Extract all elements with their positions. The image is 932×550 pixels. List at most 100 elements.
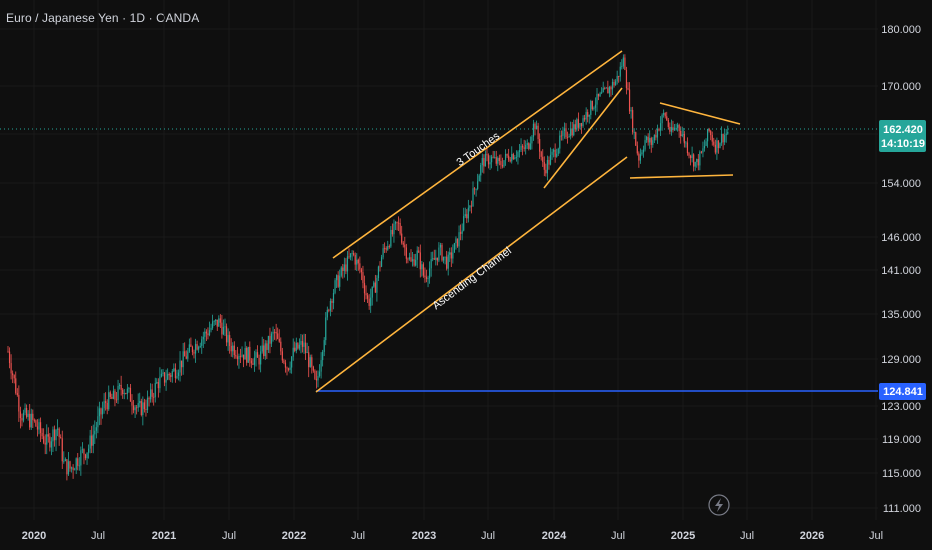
- grid-layer: [0, 0, 878, 520]
- candle: [452, 244, 454, 264]
- channel-lower-line[interactable]: [315, 156, 628, 393]
- candle: [441, 243, 443, 262]
- candle: [53, 425, 56, 447]
- candle: [447, 251, 449, 276]
- candle: [269, 327, 271, 354]
- candle: [472, 181, 474, 207]
- candle: [103, 393, 105, 414]
- candle: [216, 319, 218, 331]
- candle: [535, 120, 538, 130]
- candle: [399, 218, 401, 236]
- candle: [401, 225, 403, 245]
- candle: [263, 338, 265, 359]
- candle: [351, 250, 353, 261]
- candle: [8, 347, 11, 369]
- candle: [597, 93, 600, 101]
- candle: [710, 129, 712, 141]
- candle: [571, 121, 573, 138]
- y-tick-label: 141.000: [881, 265, 921, 277]
- candle: [346, 250, 349, 281]
- candle: [633, 128, 635, 140]
- candle: [74, 467, 76, 471]
- candle: [625, 66, 628, 95]
- candle: [142, 396, 144, 426]
- x-tick-label: Jul: [222, 530, 236, 542]
- candle: [367, 292, 369, 304]
- candle: [159, 367, 161, 393]
- candle: [233, 341, 235, 359]
- candle: [594, 97, 597, 116]
- candle: [708, 127, 710, 133]
- candle: [590, 99, 592, 120]
- candle: [556, 148, 558, 158]
- lightning-icon[interactable]: [708, 494, 730, 516]
- candle: [151, 383, 153, 403]
- candle: [43, 428, 45, 445]
- candle: [461, 223, 463, 241]
- y-tick-label: 115.000: [882, 468, 921, 480]
- candle: [132, 400, 135, 414]
- candle: [277, 327, 279, 340]
- candle: [463, 207, 465, 232]
- candle: [649, 130, 651, 149]
- candle: [353, 250, 355, 257]
- candle: [336, 274, 338, 289]
- candle: [621, 59, 623, 70]
- candle: [703, 139, 706, 152]
- candle: [601, 87, 603, 95]
- candle: [13, 374, 15, 384]
- candle: [283, 358, 285, 365]
- candle: [456, 238, 459, 248]
- candle: [298, 338, 300, 351]
- candle: [348, 248, 350, 259]
- candle: [343, 257, 345, 278]
- candle: [546, 155, 548, 181]
- triangle-bottom-line[interactable]: [629, 174, 734, 179]
- candle: [487, 153, 490, 169]
- candle: [174, 363, 176, 383]
- candle: [413, 253, 415, 267]
- candle: [562, 126, 564, 141]
- candle: [114, 388, 116, 407]
- time-axis[interactable]: 2020 Jul 2021 Jul 2022 Jul 2023 Jul 2024 Jul 2025 J…: [22, 530, 883, 542]
- candle: [686, 137, 689, 156]
- candle: [66, 459, 68, 481]
- inner-trendline[interactable]: [543, 87, 623, 189]
- chart-title: Euro / Japanese Yen · 1D · OANDA: [6, 11, 200, 25]
- candle: [294, 341, 296, 353]
- triangle-top-line[interactable]: [659, 102, 741, 125]
- candle: [605, 87, 607, 89]
- candle: [579, 123, 581, 130]
- channel-upper-line[interactable]: [332, 50, 623, 259]
- candle: [469, 204, 471, 212]
- candle: [522, 144, 524, 156]
- candle: [652, 137, 654, 148]
- candle: [424, 267, 426, 283]
- candle: [64, 457, 66, 462]
- candle: [325, 312, 327, 346]
- candle: [196, 340, 198, 351]
- candle: [610, 85, 612, 97]
- candle: [435, 249, 437, 266]
- candle: [120, 375, 122, 396]
- candle: [225, 323, 228, 347]
- candle: [484, 150, 486, 167]
- candle: [137, 393, 139, 412]
- candle: [694, 161, 696, 171]
- candle: [157, 378, 159, 398]
- candle: [308, 346, 310, 378]
- candle: [500, 154, 502, 169]
- candle: [244, 341, 246, 360]
- candle: [81, 442, 83, 454]
- candle: [385, 246, 387, 253]
- svg-text:124.841: 124.841: [883, 386, 923, 398]
- candle: [363, 275, 366, 303]
- candle: [622, 54, 624, 69]
- price-axis[interactable]: 180.000170.000162.000154.000146.000141.0…: [878, 0, 932, 550]
- candle: [615, 79, 617, 86]
- candle: [602, 81, 604, 93]
- x-tick-label: Jul: [611, 530, 625, 542]
- candle: [486, 146, 488, 162]
- candle: [362, 265, 364, 289]
